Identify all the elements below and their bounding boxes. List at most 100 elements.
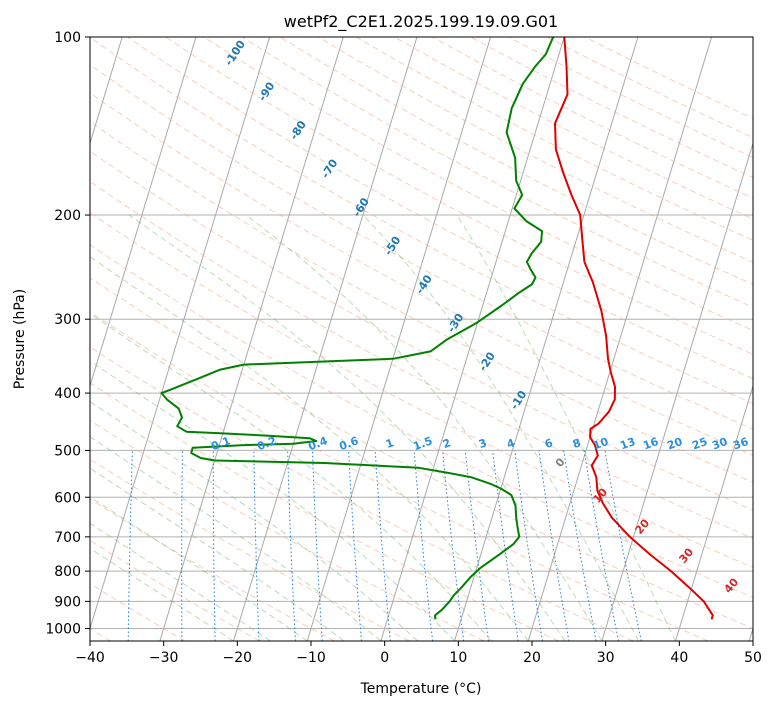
dry-adiabat-line [508, 37, 753, 158]
isotherm-line [159, 37, 344, 641]
y-tick-label: 400 [54, 386, 81, 402]
mixing-ratio-label: 4 [505, 436, 517, 451]
mixing-ratio-label: 16 [641, 435, 660, 453]
mixing-ratio-line [311, 450, 323, 641]
mixing-ratio-label: 20 [665, 435, 684, 453]
dry-adiabat-line [546, 37, 753, 139]
isotherm-label: -80 [287, 118, 309, 142]
y-tick-label: 900 [54, 594, 81, 610]
x-tick-label: −30 [149, 650, 179, 666]
y-axis-label: Pressure (hPa) [12, 289, 28, 389]
dry-adiabat-line [90, 539, 260, 641]
isotherm-line [527, 37, 713, 641]
dry-adiabat-line [90, 181, 753, 539]
isotherm-label: -100 [222, 38, 248, 68]
y-axis-ticks: 100 200 300 400 500 600 700 800 900 1000 [45, 30, 90, 637]
dry-adiabat-label: 40 [721, 575, 741, 595]
x-tick-label: −20 [223, 650, 253, 666]
mixing-ratio-line [464, 450, 489, 641]
x-tick-label: 0 [380, 650, 389, 666]
y-tick-label: 800 [54, 564, 81, 580]
dry-adiabat-line [90, 150, 753, 511]
moist-adiabat-line [90, 496, 308, 641]
dry-adiabat-line [90, 212, 753, 569]
x-tick-label: −40 [75, 650, 105, 666]
dry-adiabat-line [90, 37, 753, 405]
moist-adiabat-line [90, 400, 419, 641]
mixing-ratio-label: 0.6 [337, 434, 360, 453]
moist-adiabat-line [128, 214, 566, 641]
mixing-ratio-label: 1 [384, 436, 396, 451]
mixing-ratio-label: 30 [710, 435, 729, 453]
y-tick-label: 100 [54, 30, 81, 46]
dry-adiabat-line [165, 37, 753, 355]
isotherm-label: -90 [256, 79, 278, 103]
y-tick-label: 500 [54, 443, 81, 459]
mixing-ratio-line [583, 450, 619, 641]
mixing-ratio-label: 36 [731, 435, 750, 453]
moist-adiabat-line [90, 547, 234, 641]
y-tick-label: 700 [54, 530, 81, 546]
y-tick-label: 600 [54, 490, 81, 506]
mixing-ratio-label: 0.4 [306, 434, 329, 453]
dry-adiabat-line [90, 382, 559, 641]
mixing-ratio-label: 25 [690, 435, 709, 452]
dry-adiabat-line [90, 92, 753, 457]
plot-frame [89, 36, 754, 642]
chart-title: wetPf2_C2E1.2025.199.19.09.G01 [284, 12, 558, 32]
isotherm-line [306, 37, 492, 641]
moist-adiabat-line [90, 360, 455, 641]
moist-adiabat-line [245, 214, 603, 641]
x-tick-label: 20 [523, 650, 541, 666]
isotherm-line [454, 37, 639, 641]
dry-adiabat-line [90, 311, 709, 641]
dry-adiabat-line [90, 458, 410, 641]
moist-adiabat-line [90, 522, 271, 641]
isotherm-line [90, 37, 271, 631]
mixing-ratio-line [514, 450, 543, 641]
dry-adiabat-label: 20 [632, 516, 652, 536]
mixing-ratio-label: 13 [618, 435, 637, 452]
x-axis-ticks: −40 −30 −20 −10 0 10 20 30 40 50 [75, 641, 762, 666]
x-tick-label: 10 [449, 650, 467, 666]
isotherm-label: -60 [350, 195, 372, 219]
isotherm-label: -10 [508, 388, 530, 412]
mixing-ratio-line [442, 450, 465, 641]
isotherm-line [90, 37, 123, 145]
temperature-line [554, 37, 714, 620]
dry-adiabat-line [90, 498, 335, 641]
isotherm-line [380, 37, 565, 641]
isotherm-label: -40 [413, 272, 435, 296]
dry-adiabat-line [394, 37, 753, 220]
dry-adiabat-line [279, 37, 753, 286]
x-axis-label: Temperature (°C) [360, 681, 482, 697]
y-tick-label: 200 [54, 208, 81, 224]
isotherm-line [675, 384, 753, 641]
moist-adiabat-line [90, 312, 492, 641]
dry-adiabat-line [90, 583, 186, 641]
dry-adiabat-line [90, 64, 753, 430]
isotherm-label: -50 [382, 234, 404, 258]
mixing-ratio-label: 0.2 [255, 434, 278, 453]
x-tick-label: 50 [744, 650, 762, 666]
dewpoint-line [160, 37, 555, 620]
mixing-ratio-line [127, 450, 133, 641]
mixing-ratio-label: 2 [441, 436, 453, 451]
dry-adiabat-line [432, 37, 753, 199]
isotherm-line [233, 37, 418, 641]
series-lines [160, 37, 714, 620]
mixing-ratio-line [253, 450, 260, 641]
mixing-ratio-label: 8 [571, 436, 583, 451]
mixing-ratio-line [492, 450, 519, 641]
mixing-ratio-line [287, 450, 296, 641]
mixing-ratio-line [212, 450, 216, 641]
y-tick-label: 300 [54, 312, 81, 328]
mixing-ratio-label: 10 [591, 435, 610, 453]
moist-adiabat-line [90, 467, 345, 641]
mixing-ratio-label: 0.1 [209, 434, 232, 453]
x-tick-label: 40 [670, 650, 688, 666]
mixing-ratio-label: 6 [543, 436, 555, 451]
mixing-ratio-line [538, 450, 570, 641]
y-tick-label: 1000 [45, 621, 81, 637]
contour-labels: -100-90-80-70-60-50-40-30-20-100.1 0.2 0.4… [209, 38, 750, 596]
